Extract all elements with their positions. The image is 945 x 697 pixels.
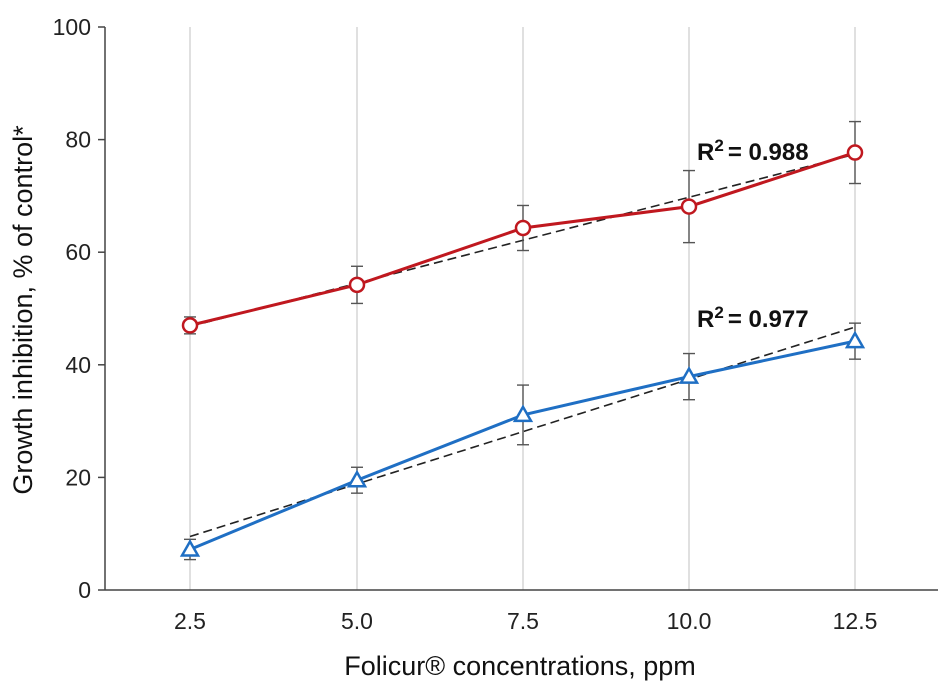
y-tick-label-0: 0 bbox=[78, 577, 91, 603]
marker-triangle-1-4 bbox=[844, 330, 866, 349]
x-axis-title: Folicur® concentrations, ppm bbox=[344, 651, 696, 681]
r2-label-lower-r: R bbox=[697, 306, 714, 333]
marker-triangle-1-1 bbox=[346, 469, 368, 488]
trendline-series-1 bbox=[189, 326, 856, 538]
marker-triangle-1-0 bbox=[179, 538, 201, 557]
x-tick-label-1: 5.0 bbox=[341, 608, 373, 634]
x-tick-label-3: 10.0 bbox=[667, 608, 712, 634]
y-axis-title: Growth inhibition, % of control* bbox=[8, 125, 38, 495]
y-tick-label-3: 60 bbox=[65, 239, 91, 265]
r2-label-upper-sup: 2 bbox=[714, 136, 723, 155]
x-tick-label-2: 7.5 bbox=[507, 608, 539, 634]
x-tick-label-0: 2.5 bbox=[174, 608, 206, 634]
grid-lines bbox=[189, 27, 856, 590]
marker-circle-0-3 bbox=[680, 198, 698, 215]
r2-label-upper-value: = 0.988 bbox=[728, 139, 809, 166]
y-tick-label-5: 100 bbox=[53, 14, 91, 40]
tick-labels: 2.5 5.0 7.5 10.0 12.5 0 20 40 60 80 100 bbox=[53, 14, 878, 634]
r2-label-lower-sup: 2 bbox=[714, 303, 723, 322]
y-tick-label-1: 20 bbox=[65, 464, 91, 490]
r2-label-lower-value: = 0.977 bbox=[728, 306, 809, 333]
y-tick-label-2: 40 bbox=[65, 352, 91, 378]
r2-label-upper-r: R bbox=[697, 139, 714, 166]
y-tick-label-4: 80 bbox=[65, 127, 91, 153]
marker-triangle-1-3 bbox=[678, 366, 700, 384]
x-tick-label-4: 12.5 bbox=[833, 608, 878, 634]
marker-triangle-1-2 bbox=[512, 404, 534, 423]
marker-circle-0-4 bbox=[846, 144, 864, 161]
marker-circle-0-0 bbox=[181, 317, 199, 334]
axes bbox=[98, 26, 938, 591]
marker-circle-0-1 bbox=[348, 276, 366, 294]
marker-circle-0-2 bbox=[514, 219, 532, 237]
r2-label-lower: R2 = 0.977 bbox=[697, 303, 809, 333]
data-series bbox=[179, 144, 866, 557]
r2-label-upper: R2 = 0.988 bbox=[697, 136, 809, 166]
